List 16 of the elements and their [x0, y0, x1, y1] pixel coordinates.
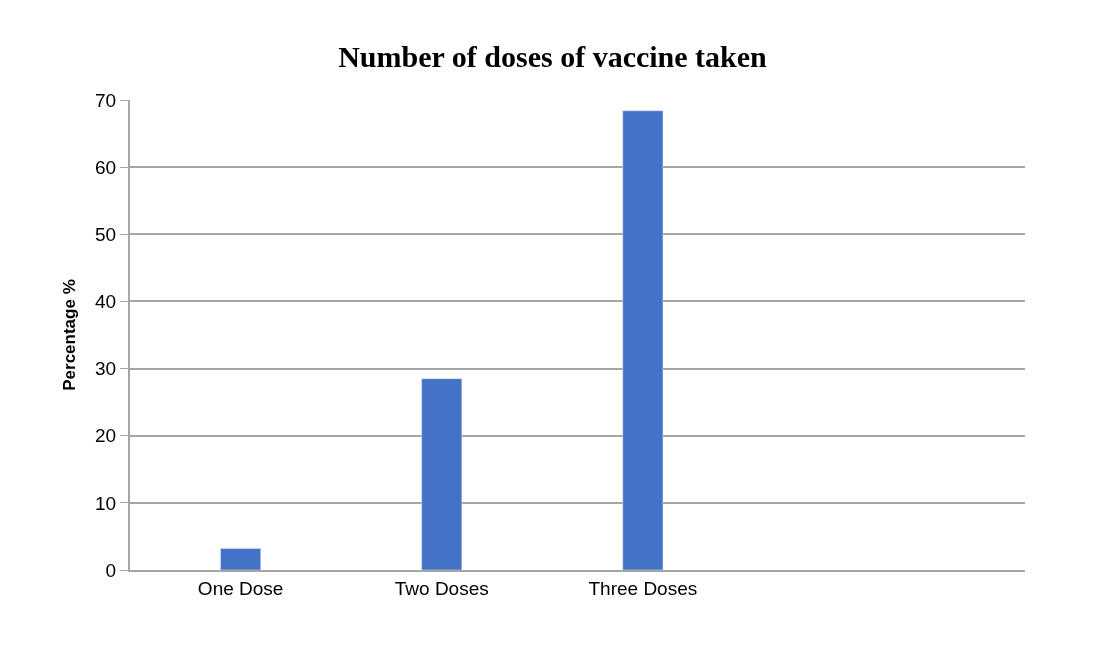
- y-tick-label: 60: [95, 156, 117, 178]
- bar: [622, 110, 664, 570]
- y-tick-label: 10: [95, 492, 117, 514]
- x-tick-label: Two Doses: [394, 577, 489, 599]
- y-tick-label: 50: [95, 223, 117, 245]
- bar: [220, 548, 261, 570]
- y-tick-label: 70: [95, 89, 117, 111]
- chart-title: Number of doses of vaccine taken: [338, 39, 768, 73]
- x-tick-label: One Dose: [197, 577, 284, 599]
- x-tick-label: Three Doses: [588, 577, 698, 599]
- y-axis-title: Percentage %: [60, 279, 80, 391]
- y-tick-label: 40: [95, 291, 117, 313]
- y-tick-label: 0: [105, 559, 117, 581]
- bar: [421, 378, 463, 570]
- y-tick-label: 30: [95, 358, 117, 380]
- y-tick-label: 20: [95, 425, 117, 447]
